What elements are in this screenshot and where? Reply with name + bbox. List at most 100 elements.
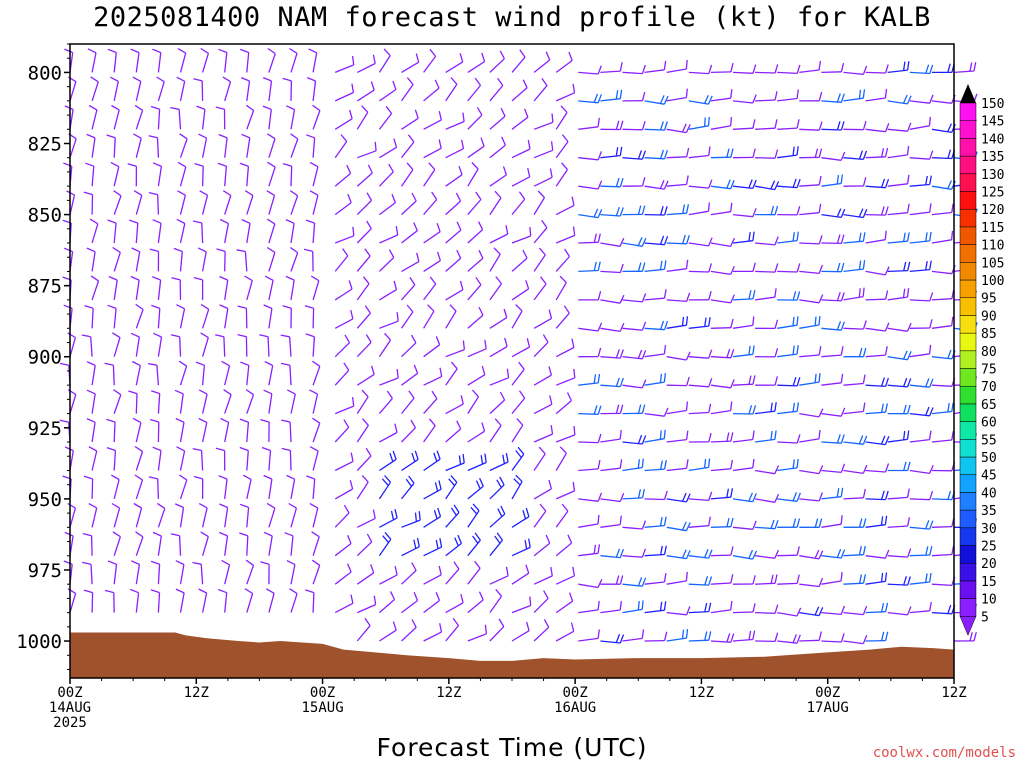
wind-barb	[931, 270, 952, 275]
wind-barb-flag	[502, 454, 506, 464]
wind-barb	[179, 393, 184, 414]
wind-barb	[423, 56, 437, 73]
wind-barb-flag	[685, 493, 691, 503]
wind-barb-flag	[597, 514, 600, 525]
wind-barb-flag	[752, 575, 756, 585]
wind-barb-flag	[641, 177, 646, 187]
wind-barb-flag	[730, 318, 734, 328]
wind-barb	[445, 602, 464, 614]
wind-barb	[178, 109, 182, 130]
wind-barb-flag	[197, 247, 207, 253]
wind-barb-flag	[436, 251, 442, 261]
wind-barb-flag	[414, 512, 418, 522]
wind-barb	[555, 141, 569, 159]
wind-barb-flag	[263, 389, 273, 395]
wind-barb	[821, 580, 842, 585]
wind-barb	[113, 394, 122, 414]
wind-barb-flag	[685, 292, 691, 302]
wind-barb-flag	[309, 389, 318, 395]
wind-barb-flag	[774, 119, 778, 129]
wind-barb-flag	[393, 138, 398, 148]
wind-barb-flag	[218, 475, 228, 480]
wind-barb-flag	[106, 418, 116, 423]
wind-barb-flag	[748, 375, 752, 385]
colorbar-label: 10	[981, 593, 997, 608]
wind-barb	[710, 97, 731, 102]
wind-barb-flag	[774, 236, 779, 246]
wind-barb-flag	[685, 522, 691, 531]
wind-barb-flag	[176, 446, 185, 452]
wind-barb-flag	[637, 150, 643, 160]
wind-barb-flag	[133, 502, 142, 509]
wind-barb	[312, 393, 319, 414]
wind-barb-flag	[433, 510, 438, 519]
wind-barb-flag	[774, 574, 778, 584]
wind-barb-flag	[951, 431, 954, 441]
wind-barb	[268, 365, 274, 386]
wind-barb-flag	[413, 222, 418, 231]
wind-barb-flag	[818, 175, 822, 185]
wind-barb-flag	[906, 378, 912, 388]
wind-barb-flag	[215, 447, 225, 452]
wind-barb-flag	[438, 480, 442, 490]
wind-barb	[555, 59, 573, 73]
wind-barb	[312, 336, 316, 357]
wind-barb-flag	[704, 317, 707, 327]
wind-barb-flag	[176, 218, 186, 225]
wind-barb-flag	[262, 105, 272, 111]
wind-barb	[379, 458, 397, 472]
wind-barb	[135, 52, 140, 73]
wind-barb	[953, 70, 975, 74]
wind-barb-flag	[366, 220, 372, 230]
wind-barb-flag	[392, 80, 397, 90]
wind-barb	[533, 254, 546, 272]
wind-barb-flag	[110, 161, 120, 168]
wind-barb-flag	[659, 180, 665, 189]
wind-barb-flag	[752, 94, 757, 104]
wind-barb-flag	[550, 141, 554, 151]
wind-barb-flag	[82, 532, 92, 537]
wind-barb	[799, 128, 820, 131]
wind-barb-flag	[770, 574, 774, 584]
wind-barb	[401, 117, 419, 130]
wind-barb	[732, 240, 753, 244]
wind-barb-flag	[389, 452, 394, 462]
wind-barb-flag	[637, 489, 642, 499]
colorbar-label: 110	[981, 239, 1004, 254]
wind-barb	[578, 498, 599, 502]
wind-barb-flag	[480, 455, 484, 465]
wind-barb-flag	[573, 368, 576, 378]
wind-barb-flag	[410, 334, 417, 344]
wind-barb-flag	[289, 246, 299, 254]
wind-barb-flag	[362, 418, 369, 426]
wind-barb-flag	[641, 237, 647, 247]
wind-barb	[400, 169, 414, 187]
x-tick-label: 00Z	[310, 685, 335, 701]
wind-barb-flag	[752, 208, 757, 217]
wind-barb	[357, 517, 376, 528]
wind-barb	[378, 397, 393, 415]
wind-barb-flag	[218, 48, 228, 54]
wind-barb	[732, 467, 753, 472]
wind-barb-flag	[373, 595, 377, 605]
colorbar-label: 130	[981, 168, 1004, 183]
wind-barb	[732, 638, 753, 642]
colorbar-label: 30	[981, 522, 997, 537]
colorbar-label: 35	[981, 504, 997, 519]
chart-title: 2025081400 NAM forecast wind profile (kt…	[93, 2, 931, 33]
wind-barb-flag	[343, 504, 350, 514]
wind-barb-flag	[641, 520, 647, 530]
wind-barb	[887, 525, 908, 528]
wind-barb	[533, 227, 548, 244]
wind-barb-flag	[450, 475, 458, 483]
wind-barb	[666, 409, 687, 415]
wind-barb	[821, 299, 842, 302]
wind-barb	[843, 71, 864, 76]
wind-barb	[511, 572, 530, 585]
wind-barb-flag	[774, 493, 780, 503]
wind-barb	[268, 80, 273, 101]
wind-barb-flag	[340, 134, 348, 142]
wind-barb-flag	[113, 389, 122, 396]
wind-barb	[113, 81, 119, 102]
wind-barb	[644, 468, 665, 472]
